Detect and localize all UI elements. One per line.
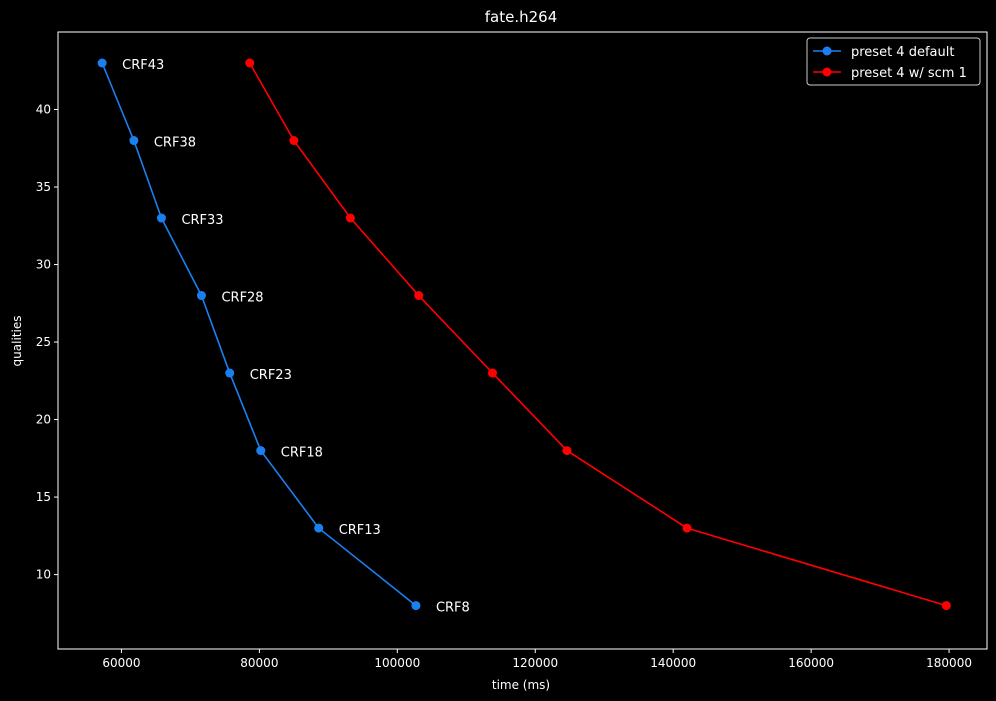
x-tick-label: 60000 (102, 656, 140, 670)
series-2-point (487, 368, 497, 378)
x-axis-label: time (ms) (492, 678, 550, 692)
y-axis-label: qualities (10, 316, 24, 367)
crf-annotation: CRF28 (221, 291, 263, 306)
legend-marker-2 (822, 67, 832, 77)
plot-frame (57, 31, 988, 650)
series-2-point (562, 446, 572, 456)
x-tick-label: 120000 (512, 656, 558, 670)
crf-annotation: CRF8 (436, 601, 470, 616)
y-tick-label: 10 (36, 568, 51, 582)
y-axis-ticks: 10 15 20 25 30 35 40 (36, 103, 58, 582)
series-1-point (225, 368, 235, 378)
series-2-point (682, 523, 692, 533)
legend-marker-1 (822, 46, 832, 56)
x-axis-ticks: 60000 80000 100000 120000 140000 160000 180000 (102, 649, 972, 670)
annotation-layer: CRF43 CRF38 CRF33 CRF28 CRF23 CRF18 CRF13 CRF8 (122, 58, 470, 616)
series-2-point (245, 58, 255, 68)
crf-annotation: CRF38 (154, 136, 196, 151)
series-line-2 (249, 62, 947, 607)
x-tick-label: 180000 (926, 656, 972, 670)
series-2-point (941, 601, 951, 611)
series-1-point (156, 213, 166, 223)
x-tick-label: 100000 (374, 656, 420, 670)
crf-annotation: CRF43 (122, 58, 164, 73)
plot-area (57, 31, 988, 650)
x-tick-label: 160000 (788, 656, 834, 670)
series-1-point (314, 523, 324, 533)
legend-label-1: preset 4 default (851, 45, 954, 60)
y-tick-label: 20 (36, 413, 51, 427)
series-1-point (129, 136, 139, 146)
crf-annotation: CRF18 (281, 446, 323, 461)
y-tick-label: 35 (36, 180, 51, 194)
series-2-point (289, 136, 299, 146)
chart-title: fate.h264 (485, 8, 558, 26)
series-1-point (411, 601, 421, 611)
series-2-point (414, 291, 424, 301)
series-1-point (196, 291, 206, 301)
series-2-point (345, 213, 355, 223)
series-1-point (97, 58, 107, 68)
legend: preset 4 default preset 4 w/ scm 1 (806, 37, 981, 86)
series-layer (97, 58, 951, 611)
y-tick-label: 30 (36, 258, 51, 272)
x-tick-label: 80000 (240, 656, 278, 670)
crf-annotation: CRF23 (250, 368, 292, 383)
x-tick-label: 140000 (650, 656, 696, 670)
series-line-1 (101, 62, 417, 607)
legend-label-2: preset 4 w/ scm 1 (851, 66, 967, 81)
series-1-point (256, 446, 266, 456)
y-tick-label: 40 (36, 103, 51, 117)
crf-annotation: CRF33 (181, 213, 223, 228)
y-tick-label: 15 (36, 490, 51, 504)
legend-box (806, 37, 981, 86)
crf-annotation: CRF13 (339, 523, 381, 538)
y-tick-label: 25 (36, 335, 51, 349)
